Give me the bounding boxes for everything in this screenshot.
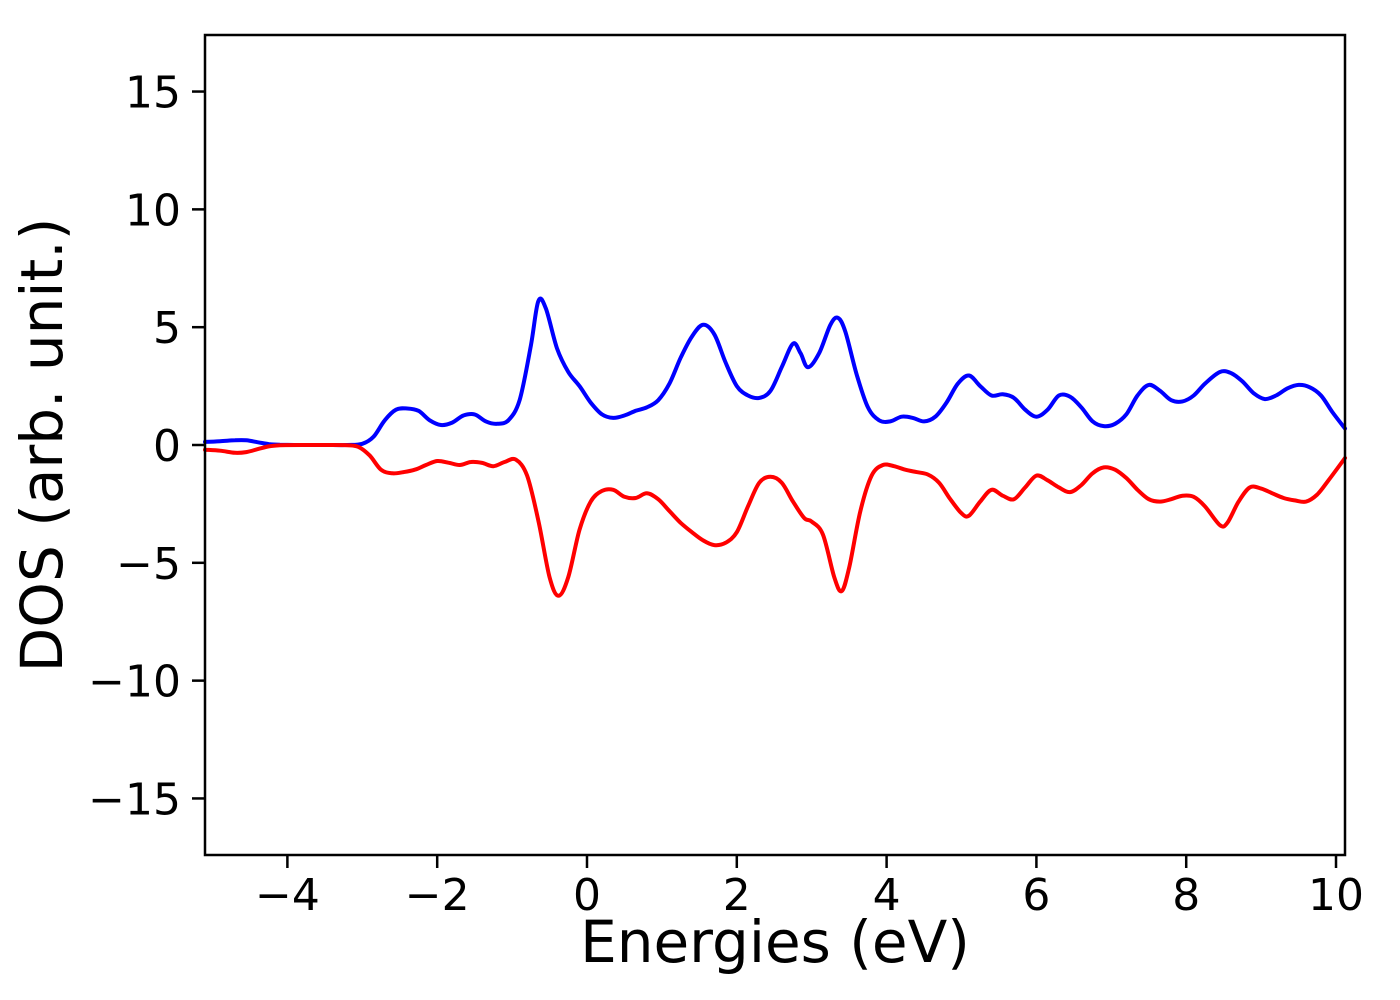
spin-up-line <box>203 296 1347 448</box>
axis-ticks: −4 −2 0 2 4 6 8 10 −15 −10 −5 0 5 10 15 <box>88 68 1364 921</box>
spin-down-line <box>203 442 1347 598</box>
x-tick-label: 2 <box>723 870 751 921</box>
x-tick-label: −2 <box>405 870 470 921</box>
y-tick-label: 10 <box>125 185 181 236</box>
x-tick-label: 4 <box>873 870 901 921</box>
y-tick-label: −15 <box>88 774 181 825</box>
y-tick-label: −10 <box>88 657 181 708</box>
series-lines <box>203 296 1347 598</box>
x-tick-label: 0 <box>573 870 601 921</box>
y-tick-label: 0 <box>153 421 181 472</box>
x-tick-label: 6 <box>1022 870 1050 921</box>
y-tick-label: 5 <box>153 303 181 354</box>
y-tick-label: −5 <box>116 539 181 590</box>
x-axis-label: Energies (eV) <box>580 908 970 976</box>
x-tick-label: −4 <box>255 870 320 921</box>
x-tick-label: 8 <box>1172 870 1200 921</box>
plot-border <box>203 33 1347 857</box>
x-tick-label: 10 <box>1308 870 1364 921</box>
y-axis-label: DOS (arb. unit.) <box>8 218 76 673</box>
y-tick-label: 15 <box>125 68 181 119</box>
